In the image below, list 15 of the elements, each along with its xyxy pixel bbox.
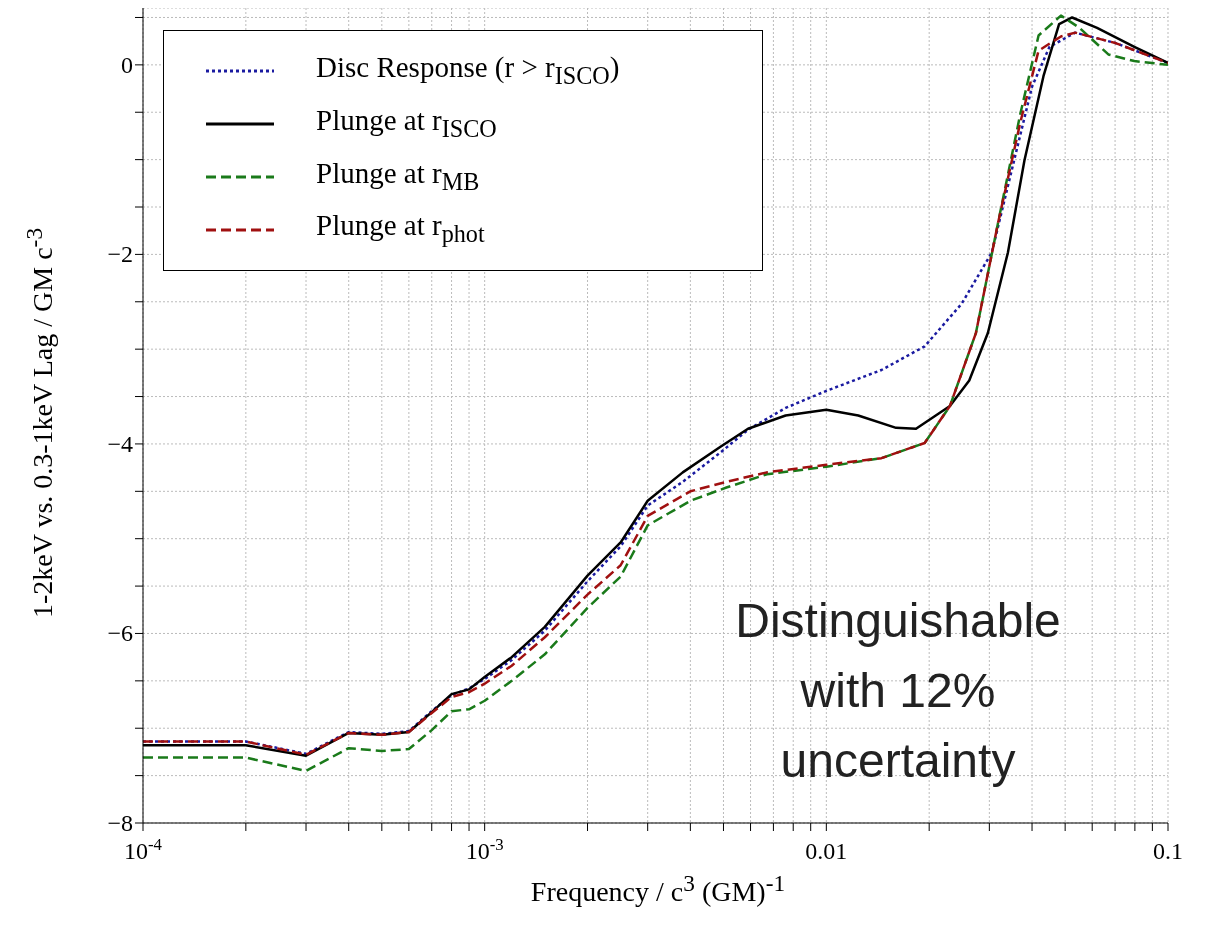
y-tick-label: −2 [107, 241, 133, 268]
x-tick-label: 0.1 [1153, 838, 1183, 864]
legend-label: Plunge at r$_{MB}$ [316, 156, 480, 195]
x-axis-title: Frequency / c$^{3}$ (GM)$^{-1}$ [530, 870, 786, 908]
y-tick-label: −4 [107, 430, 133, 457]
legend-label: Plunge at r$_{phot}$ [316, 209, 485, 248]
x-tick-label: 0.01 [805, 838, 848, 864]
legend-label: Plunge at r$_{ISCO}$ [316, 103, 497, 142]
y-tick-label: −8 [107, 810, 133, 836]
annotation: Distinguishable with 12% uncertainty [735, 594, 1061, 787]
x-tick-label: 10$^{-4}$ [124, 834, 163, 864]
legend-label: Disc Response (r > r$_{ISCO}$) [316, 51, 620, 89]
y-tick-label: −6 [107, 620, 133, 647]
y-tick-label: 0 [121, 51, 133, 78]
x-tick-label: 10$^{-3}$ [465, 834, 504, 864]
